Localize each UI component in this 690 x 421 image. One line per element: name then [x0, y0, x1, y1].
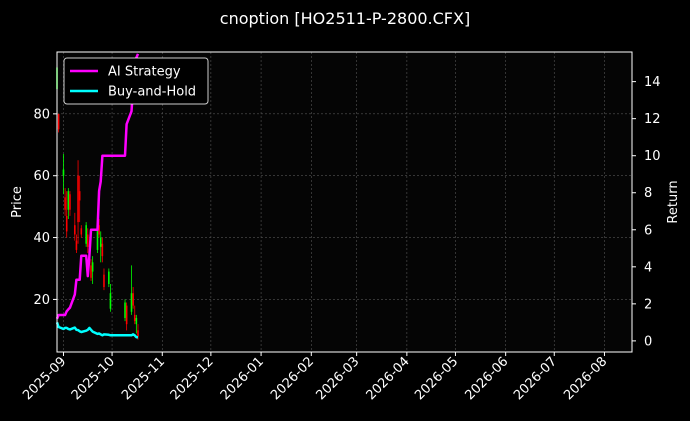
candle-body [74, 225, 76, 235]
candle-body [101, 243, 104, 257]
candle [103, 268, 105, 291]
y-axis-left-label: Price [10, 186, 25, 218]
candle-body [108, 271, 110, 284]
y-right-tick-label: 4 [644, 260, 652, 275]
candle [101, 237, 104, 263]
candle-body [103, 274, 105, 288]
candle [132, 287, 134, 309]
candle-body [109, 293, 112, 309]
buy-and-hold-line [55, 321, 138, 339]
legend-label-ai-strategy: AI Strategy [108, 65, 181, 80]
candle-body [65, 215, 68, 232]
candle-body [67, 191, 70, 210]
candle-body [99, 237, 102, 247]
candle-body [85, 225, 87, 244]
candle-body [86, 234, 89, 247]
candle-body [98, 225, 100, 235]
candle [64, 188, 66, 216]
candle [130, 265, 133, 315]
candle-body [80, 228, 83, 235]
candle [90, 259, 92, 281]
y-right-tick-label: 6 [644, 223, 652, 238]
candle [75, 234, 78, 254]
chart-title: cnoption [HO2511-P-2800.CFX] [220, 9, 470, 28]
candle-body [90, 265, 92, 278]
legend-label-buy-and-hold: Buy-and-Hold [108, 85, 196, 100]
candle [74, 212, 76, 241]
candle-body [62, 169, 65, 176]
candle [125, 302, 128, 331]
candle-body [78, 191, 81, 201]
candle-body [130, 293, 133, 312]
candle [69, 191, 71, 216]
candle [62, 154, 65, 195]
candle [86, 228, 89, 254]
candle [80, 225, 83, 238]
candle [109, 283, 112, 312]
candle [57, 113, 60, 133]
y-left-tick-label: 80 [33, 107, 50, 122]
candle [85, 222, 87, 247]
candle [108, 268, 110, 288]
candle-body [133, 314, 136, 322]
y-right-tick-label: 10 [644, 149, 661, 164]
y-right-tick-label: 2 [644, 297, 652, 312]
candle [98, 219, 100, 238]
candle-body [57, 113, 60, 130]
return-lines [55, 53, 140, 339]
legend: AI Strategy Buy-and-Hold [63, 57, 209, 105]
candle [77, 160, 79, 244]
candle-body [96, 225, 99, 250]
ai-strategy-line [55, 53, 140, 320]
candle-body [69, 194, 71, 210]
candle-body [135, 317, 138, 325]
candle [91, 256, 94, 284]
candle [133, 305, 136, 325]
plot-frame [56, 51, 633, 353]
y-axis-right-label: Return [666, 180, 681, 223]
candle-body [125, 305, 128, 325]
y-right-tick-label: 14 [644, 75, 661, 90]
candle-body [124, 302, 126, 318]
y-left-tick-label: 60 [33, 169, 50, 184]
y-right-tick-label: 12 [644, 112, 661, 127]
candle [67, 188, 70, 220]
grid [57, 52, 632, 352]
candle-body [64, 197, 66, 210]
candle [99, 231, 102, 263]
candle-body [91, 262, 94, 272]
candle [78, 175, 81, 223]
candle [65, 191, 68, 238]
candle [124, 299, 126, 322]
y-right-tick-label: 8 [644, 186, 652, 201]
y-right-tick-label: 0 [644, 334, 652, 349]
legend-box [63, 57, 209, 105]
candle [135, 314, 138, 334]
y-left-tick-label: 20 [33, 293, 50, 308]
y-left-tick-label: 40 [33, 231, 50, 246]
candle-body [77, 175, 79, 223]
candle-body [137, 330, 139, 337]
candle-body [75, 240, 78, 250]
candle-body [132, 293, 134, 306]
